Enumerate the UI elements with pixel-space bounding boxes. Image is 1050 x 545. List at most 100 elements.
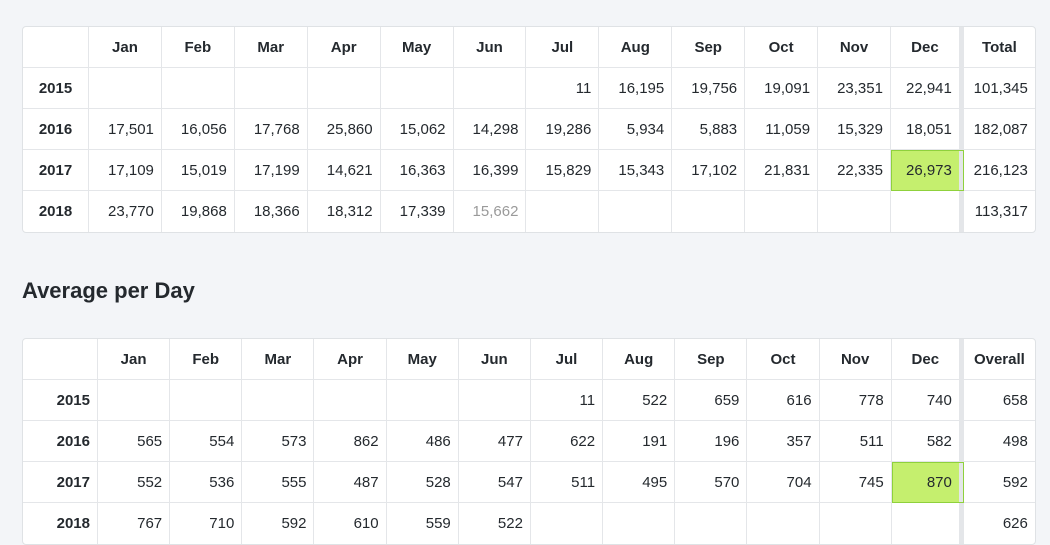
value-cell: 18,051: [890, 109, 964, 150]
row-label: 2017: [23, 462, 98, 503]
value-cell: [820, 503, 892, 544]
data-row: 2016 17,501 16,056 17,768 25,860 15,062 14,298…: [23, 109, 1035, 150]
value-cell: 22,941: [890, 68, 964, 109]
value-cell: 626: [1002, 515, 1028, 532]
column-header: Feb: [161, 27, 235, 68]
value-cell: 511: [819, 421, 892, 462]
value-cell: 15,662: [454, 191, 527, 232]
value-cell: [161, 68, 235, 109]
value-cell: 15,343: [599, 150, 673, 191]
value-cell: 498: [963, 421, 1035, 462]
value-cell: 554: [170, 421, 243, 462]
column-header: Nov: [819, 339, 892, 380]
column-header: May: [380, 27, 454, 68]
value-cell: [599, 191, 673, 232]
column-header: Mar: [234, 27, 308, 68]
value-cell: [453, 68, 527, 109]
value-cell: [89, 68, 162, 109]
corner-cell: [23, 27, 89, 68]
average-table: Jan Feb Mar Apr May Jun Jul Aug Sep Oct Nov Dec Over…: [22, 338, 1036, 545]
column-header: Jan: [89, 27, 162, 68]
corner-cell: [23, 339, 98, 380]
value-cell: 19,091: [745, 68, 819, 109]
column-header: Overall: [963, 339, 1035, 380]
value-cell: 216,123: [963, 150, 1035, 191]
column-header: Apr: [314, 339, 387, 380]
column-header: Jul: [530, 339, 604, 380]
value-cell: 767: [98, 503, 171, 544]
column-header: Jun: [453, 27, 527, 68]
value-cell: 870: [891, 462, 964, 503]
data-row: 2017 552 536 555 487 528 547 511 495 570 704 745 870…: [23, 462, 1035, 503]
value-cell: 511: [530, 462, 604, 503]
value-cell: 582: [891, 421, 964, 462]
value-cell: 17,109: [89, 150, 162, 191]
value-cell: 528: [386, 462, 459, 503]
value-cell: [234, 68, 308, 109]
value-cell: 745: [819, 462, 892, 503]
column-header: Jan: [98, 339, 171, 380]
data-row: 2015 11 16,195 19,756 19,091 23,351 22,941 101,…: [23, 68, 1035, 109]
value-cell: 536: [170, 462, 243, 503]
value-cell: [892, 503, 964, 544]
value-cell: 14,621: [307, 150, 381, 191]
value-cell: 778: [819, 380, 892, 421]
value-cell: 19,756: [672, 68, 746, 109]
data-row: 2016 565 554 573 862 486 477 622 191 196 357 511 582…: [23, 421, 1035, 462]
data-row: 2018 23,770 19,868 18,366 18,312 17,339 15,662…: [23, 191, 1035, 232]
value-cell: 573: [242, 421, 315, 462]
value-cell: 23,351: [818, 68, 891, 109]
value-cell: [603, 503, 676, 544]
value-cell: 570: [675, 462, 748, 503]
value-cell: 559: [387, 503, 459, 544]
value-cell: 18,366: [235, 191, 308, 232]
column-header: Feb: [170, 339, 243, 380]
value-cell: 659: [675, 380, 748, 421]
value-cell: 25,860: [307, 109, 381, 150]
value-cell: 16,195: [599, 68, 673, 109]
value-cell: 592: [242, 503, 315, 544]
value-cell: 113,317: [974, 203, 1028, 220]
value-cell: 11,059: [745, 109, 819, 150]
value-cell: 196: [675, 421, 748, 462]
value-cell: 592: [963, 462, 1035, 503]
value-cell: [675, 503, 748, 544]
value-cell: 17,339: [381, 191, 454, 232]
value-cell: [745, 191, 819, 232]
value-cell: [307, 68, 381, 109]
row-label: 2016: [23, 421, 98, 462]
row-label: 2018: [23, 503, 98, 544]
value-cell: 547: [458, 462, 531, 503]
value-cell: 16,056: [161, 109, 235, 150]
value-cell: [672, 191, 746, 232]
value-cell: 616: [747, 380, 820, 421]
column-header: Aug: [603, 339, 676, 380]
value-cell: 19,868: [162, 191, 235, 232]
column-header: Oct: [747, 339, 820, 380]
value-cell: 740: [891, 380, 964, 421]
value-cell: 26,973: [890, 150, 964, 191]
page: Jan Feb Mar Apr May Jun Jul Aug Sep Oct Nov Dec Tota…: [22, 26, 1036, 545]
value-cell: 22,335: [818, 150, 891, 191]
row-label: 2015: [23, 380, 98, 421]
column-header: Jun: [458, 339, 531, 380]
value-cell: 17,501: [89, 109, 162, 150]
value-cell: [747, 503, 820, 544]
row-label: 2018: [23, 191, 89, 232]
value-cell: [526, 191, 600, 232]
value-cell: [242, 380, 315, 421]
monthly-table: Jan Feb Mar Apr May Jun Jul Aug Sep Oct Nov Dec Tota…: [22, 26, 1036, 233]
value-cell: 15,329: [818, 109, 891, 150]
value-cell: 16,363: [380, 150, 454, 191]
value-cell: 495: [603, 462, 676, 503]
value-cell: [380, 68, 454, 109]
value-cell: 23,770: [89, 191, 162, 232]
value-cell: 17,102: [672, 150, 746, 191]
column-header: Jul: [526, 27, 600, 68]
value-cell: 182,087: [963, 109, 1035, 150]
header-row: Jan Feb Mar Apr May Jun Jul Aug Sep Oct Nov Dec Tota…: [23, 27, 1035, 68]
row-label: 2016: [23, 109, 89, 150]
value-cell: [458, 380, 531, 421]
value-cell: 21,831: [745, 150, 819, 191]
value-cell: 565: [98, 421, 171, 462]
